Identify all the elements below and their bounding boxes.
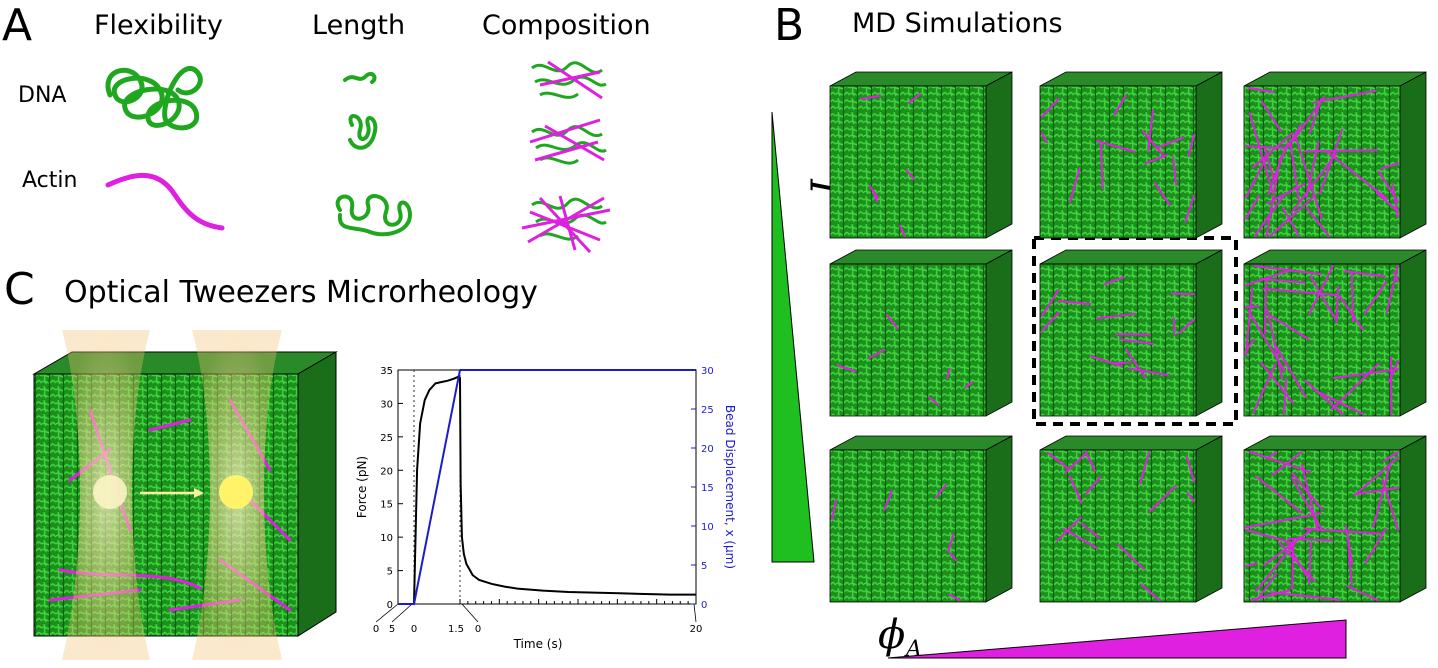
y2-tick-label: 5 bbox=[701, 561, 707, 572]
chart-xlabel: Time (s) bbox=[513, 637, 563, 651]
y-tick-label: 10 bbox=[380, 533, 393, 544]
chart-y2label: Bead Displacement, x (µm) bbox=[723, 405, 736, 569]
row-label-dna: DNA bbox=[18, 83, 67, 108]
panel-b-title: MD Simulations bbox=[852, 8, 1063, 39]
dna-coil-large bbox=[105, 66, 203, 131]
l-dna-wedge bbox=[771, 111, 815, 563]
col-header-flexibility: Flexibility bbox=[94, 10, 223, 41]
actin-rod bbox=[105, 172, 225, 231]
sim-cube-r3-c2 bbox=[1039, 435, 1223, 603]
panel-b-letter: B bbox=[774, 0, 805, 51]
y-tick-label: 35 bbox=[380, 366, 393, 377]
md-simulation-grid: L DNA ϕ A bbox=[771, 71, 1427, 662]
panel-c-letter: C bbox=[4, 264, 35, 315]
y2-tick-label: 30 bbox=[701, 366, 714, 377]
y2-tick-label: 10 bbox=[701, 522, 714, 533]
col-header-composition: Composition bbox=[482, 10, 651, 41]
sim-cube-r2-c1 bbox=[829, 249, 1013, 417]
sim-cube-r1-c2 bbox=[1039, 71, 1223, 239]
composition-high-actin bbox=[521, 195, 611, 254]
x-tick-label: 0 bbox=[373, 624, 379, 635]
sim-cube-r1-c1 bbox=[829, 71, 1013, 239]
y-tick-label: 5 bbox=[387, 567, 393, 578]
panel-a-letter: A bbox=[2, 0, 33, 51]
x-tick-label: 1.5 bbox=[448, 624, 464, 635]
optical-tweezers-cube bbox=[32, 330, 338, 660]
bead-trapped bbox=[219, 475, 253, 509]
y-tick-label: 0 bbox=[387, 600, 393, 611]
y2-tick-label: 20 bbox=[701, 444, 714, 455]
sim-cube-r3-c3 bbox=[1243, 435, 1427, 603]
dna-coil-medium bbox=[348, 114, 378, 150]
y2-tick-label: 25 bbox=[701, 405, 714, 416]
sim-cube-r3-c1 bbox=[829, 435, 1013, 603]
chart-ylabel: Force (pN) bbox=[355, 456, 369, 518]
y-tick-label: 25 bbox=[380, 433, 393, 444]
y-tick-label: 20 bbox=[380, 466, 393, 477]
x-tick-label: 0 bbox=[411, 624, 417, 635]
panel-a-illustrations bbox=[105, 60, 611, 254]
series-line-1 bbox=[398, 375, 696, 605]
series-line-2 bbox=[398, 369, 696, 605]
chart-frame bbox=[397, 369, 697, 605]
y2-tick-label: 15 bbox=[701, 483, 714, 494]
y-tick-label: 30 bbox=[380, 399, 393, 410]
y2-tick-label: 0 bbox=[701, 600, 707, 611]
x-tick-label: 5 bbox=[389, 624, 395, 635]
y-tick-label: 15 bbox=[380, 500, 393, 511]
panel-c-title: Optical Tweezers Microrheology bbox=[64, 275, 538, 310]
sim-cube-r2-c2 bbox=[1039, 249, 1223, 417]
sim-cube-r2-c3 bbox=[1243, 249, 1427, 417]
composition-mid-actin bbox=[529, 118, 607, 165]
sim-cube-r1-c3 bbox=[1243, 71, 1427, 239]
x-tick-label: 20 bbox=[690, 624, 703, 635]
col-header-length: Length bbox=[312, 10, 406, 41]
x-tick-label: 0 bbox=[475, 624, 481, 635]
phi-a-subscript: A bbox=[904, 637, 922, 662]
phi-a-wedge bbox=[887, 619, 1347, 659]
highlight-box bbox=[1032, 236, 1238, 426]
row-label-actin: Actin bbox=[22, 168, 78, 193]
composition-low-actin bbox=[531, 60, 607, 100]
dna-coil-long bbox=[335, 194, 413, 237]
dna-coil-short bbox=[343, 71, 377, 84]
bead-start bbox=[93, 475, 127, 509]
phi-a-label: ϕ bbox=[878, 612, 905, 658]
